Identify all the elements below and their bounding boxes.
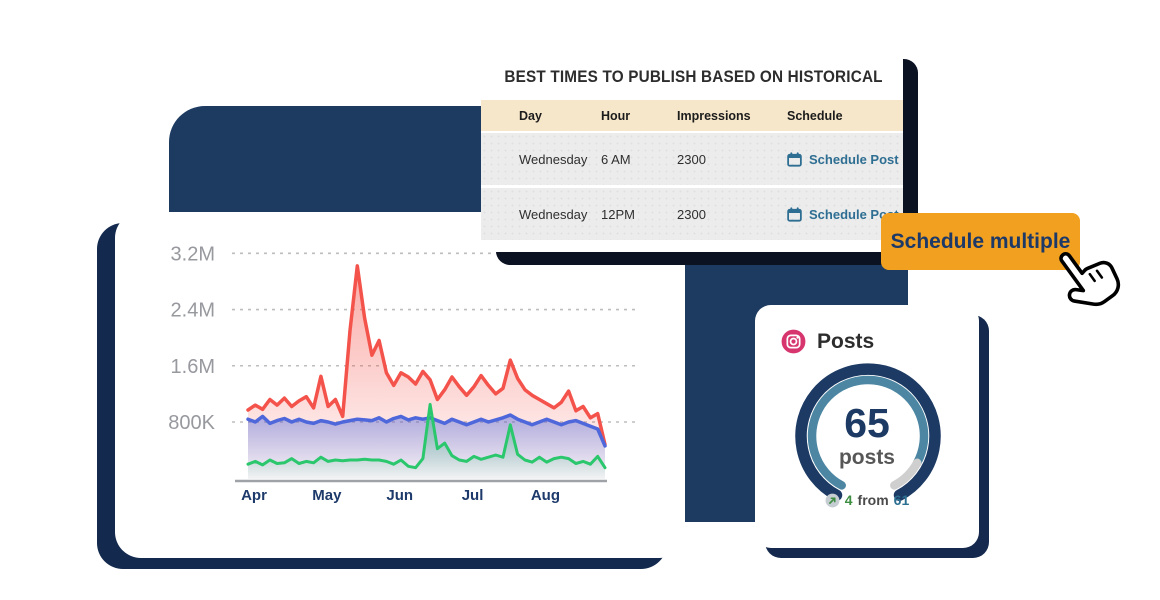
col-header-schedule: Schedule xyxy=(787,108,843,123)
table-row: Wednesday 6 AM 2300 Schedule Post xyxy=(481,133,903,185)
gauge-stats: 4 from 61 xyxy=(755,492,979,508)
schedule-post-button[interactable]: Schedule Post xyxy=(787,152,903,167)
svg-text:May: May xyxy=(312,487,342,504)
cell-day: Wednesday xyxy=(519,206,588,222)
calendar-icon xyxy=(787,151,802,167)
col-header-day: Day xyxy=(519,108,542,123)
gauge-value: 65 xyxy=(844,400,890,446)
svg-text:2.4M: 2.4M xyxy=(171,300,215,322)
svg-text:1.6M: 1.6M xyxy=(171,356,215,378)
svg-text:800K: 800K xyxy=(168,412,215,434)
cell-day: Wednesday xyxy=(519,151,588,167)
cell-hour: 12PM xyxy=(601,206,635,222)
calendar-icon xyxy=(787,206,802,222)
svg-text:Apr: Apr xyxy=(241,487,267,504)
table-header-row: Day Hour Impressions Schedule xyxy=(481,100,903,131)
gauge-unit: posts xyxy=(838,446,895,469)
stat-delta: 4 xyxy=(844,492,853,508)
cell-hour: 6 AM xyxy=(601,151,631,167)
schedule-post-label: Schedule Post xyxy=(809,151,899,167)
svg-text:Jun: Jun xyxy=(386,487,413,504)
instagram-icon xyxy=(781,329,806,354)
svg-text:3.2M: 3.2M xyxy=(171,243,215,265)
analytics-chart-card: 3.2M 2.4M 1.6M 800K Apr May Jun Jul Aug xyxy=(115,212,685,558)
stat-total: 61 xyxy=(893,492,910,508)
impressions-area-chart: 3.2M 2.4M 1.6M 800K Apr May Jun Jul Aug xyxy=(168,243,640,504)
posts-gauge xyxy=(795,363,941,501)
svg-text:Jul: Jul xyxy=(462,487,484,504)
posts-card-title: Posts xyxy=(817,329,875,353)
stat-connector: from xyxy=(857,492,889,508)
table-row: Wednesday 12PM 2300 Schedule Post xyxy=(481,188,903,240)
best-times-card: BEST TIMES TO PUBLISH BASED ON HISTORICA… xyxy=(481,46,903,252)
posts-card: Posts 65 posts 4 from 61 xyxy=(755,305,979,548)
schedule-multiple-label: Schedule multiple xyxy=(890,229,1071,253)
col-header-hour: Hour xyxy=(601,108,631,123)
svg-text:Aug: Aug xyxy=(531,487,560,504)
cell-impressions: 2300 xyxy=(677,151,706,167)
schedule-multiple-button[interactable]: Schedule multiple xyxy=(881,213,1080,270)
card-title: BEST TIMES TO PUBLISH BASED ON HISTORICA… xyxy=(504,67,883,86)
schedule-post-button[interactable]: Schedule Post xyxy=(787,207,903,222)
cell-impressions: 2300 xyxy=(677,206,706,222)
col-header-impressions: Impressions xyxy=(677,108,751,123)
schedule-post-label: Schedule Post xyxy=(809,206,899,222)
trend-up-icon xyxy=(825,493,840,507)
